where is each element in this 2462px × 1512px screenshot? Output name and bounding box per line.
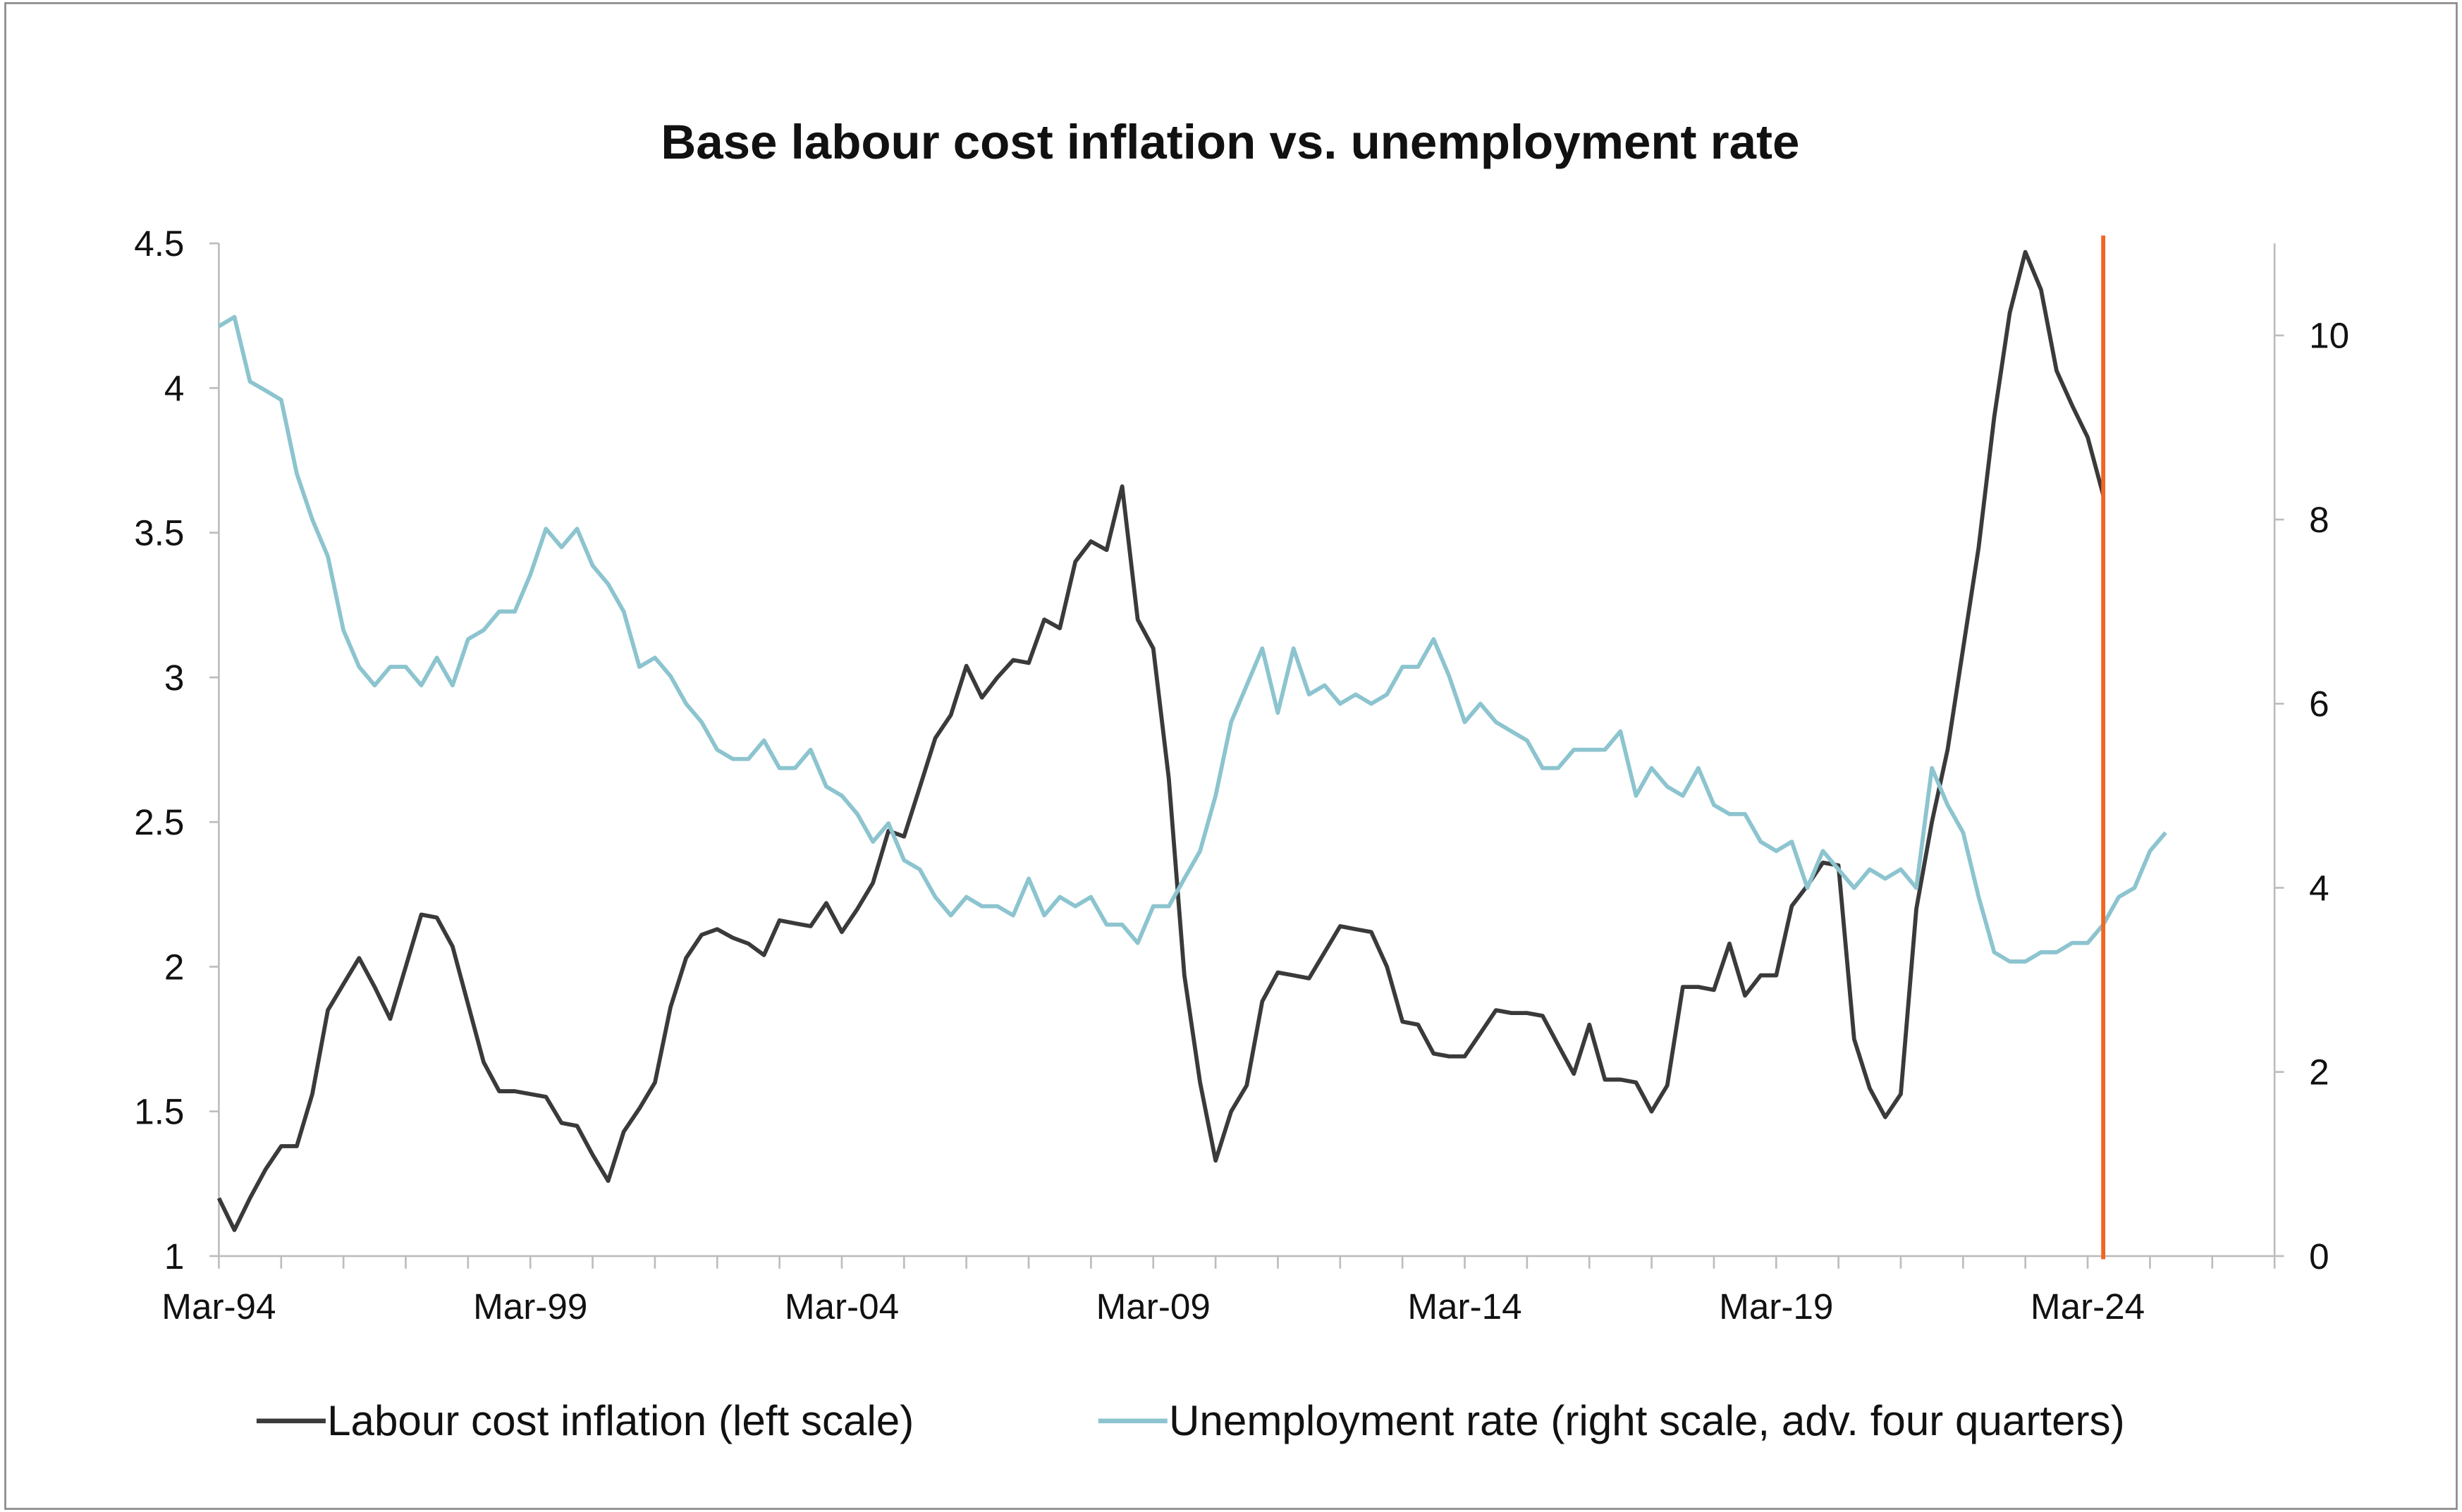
- left-tick-label: 4.5: [134, 223, 184, 264]
- axes: 1 1.5 2 2.5 3 3.5 4 4.5 0 2 4 6 8 10 Mar-94 Mar-99 Mar-0…: [134, 223, 2349, 1327]
- left-tick-label: 2: [164, 947, 185, 987]
- legend-label-unemployment: Unemployment rate (right scale, adv. fou…: [1169, 1397, 2125, 1444]
- x-tick-label: Mar-99: [473, 1286, 587, 1327]
- left-tick-label: 3.5: [134, 513, 184, 553]
- legend: Labour cost inflation (left scale) Unemp…: [256, 1397, 2125, 1444]
- chart-frame: [4, 2, 2458, 1510]
- series-group: [216, 235, 2167, 1260]
- x-tick-label: Mar-14: [1407, 1286, 1521, 1327]
- x-tick-label: Mar-04: [785, 1286, 899, 1327]
- right-tick-label: 0: [2309, 1236, 2329, 1277]
- right-tick-label: 6: [2309, 684, 2329, 724]
- left-tick-label: 4: [164, 368, 185, 408]
- series-line-unemployment: [217, 314, 2167, 964]
- right-tick-label: 2: [2309, 1052, 2329, 1093]
- x-tick-label: Mar-24: [2031, 1286, 2145, 1327]
- x-tick-label: Mar-94: [161, 1286, 276, 1327]
- left-tick-label: 1.5: [134, 1092, 184, 1132]
- chart-title: Base labour cost inflation vs. unemploym…: [661, 114, 1799, 169]
- left-tick-label: 2.5: [134, 802, 184, 842]
- right-tick-label: 4: [2309, 868, 2329, 908]
- legend-label-labour-cost: Labour cost inflation (left scale): [327, 1397, 914, 1444]
- left-tick-label: 3: [164, 658, 185, 698]
- left-tick-label: 1: [164, 1236, 185, 1277]
- right-tick-label: 8: [2309, 500, 2329, 540]
- x-tick-label: Mar-19: [1719, 1286, 1833, 1327]
- right-tick-label: 10: [2309, 316, 2349, 356]
- series-line-labour-cost: [216, 250, 2105, 1232]
- x-tick-label: Mar-09: [1096, 1286, 1211, 1327]
